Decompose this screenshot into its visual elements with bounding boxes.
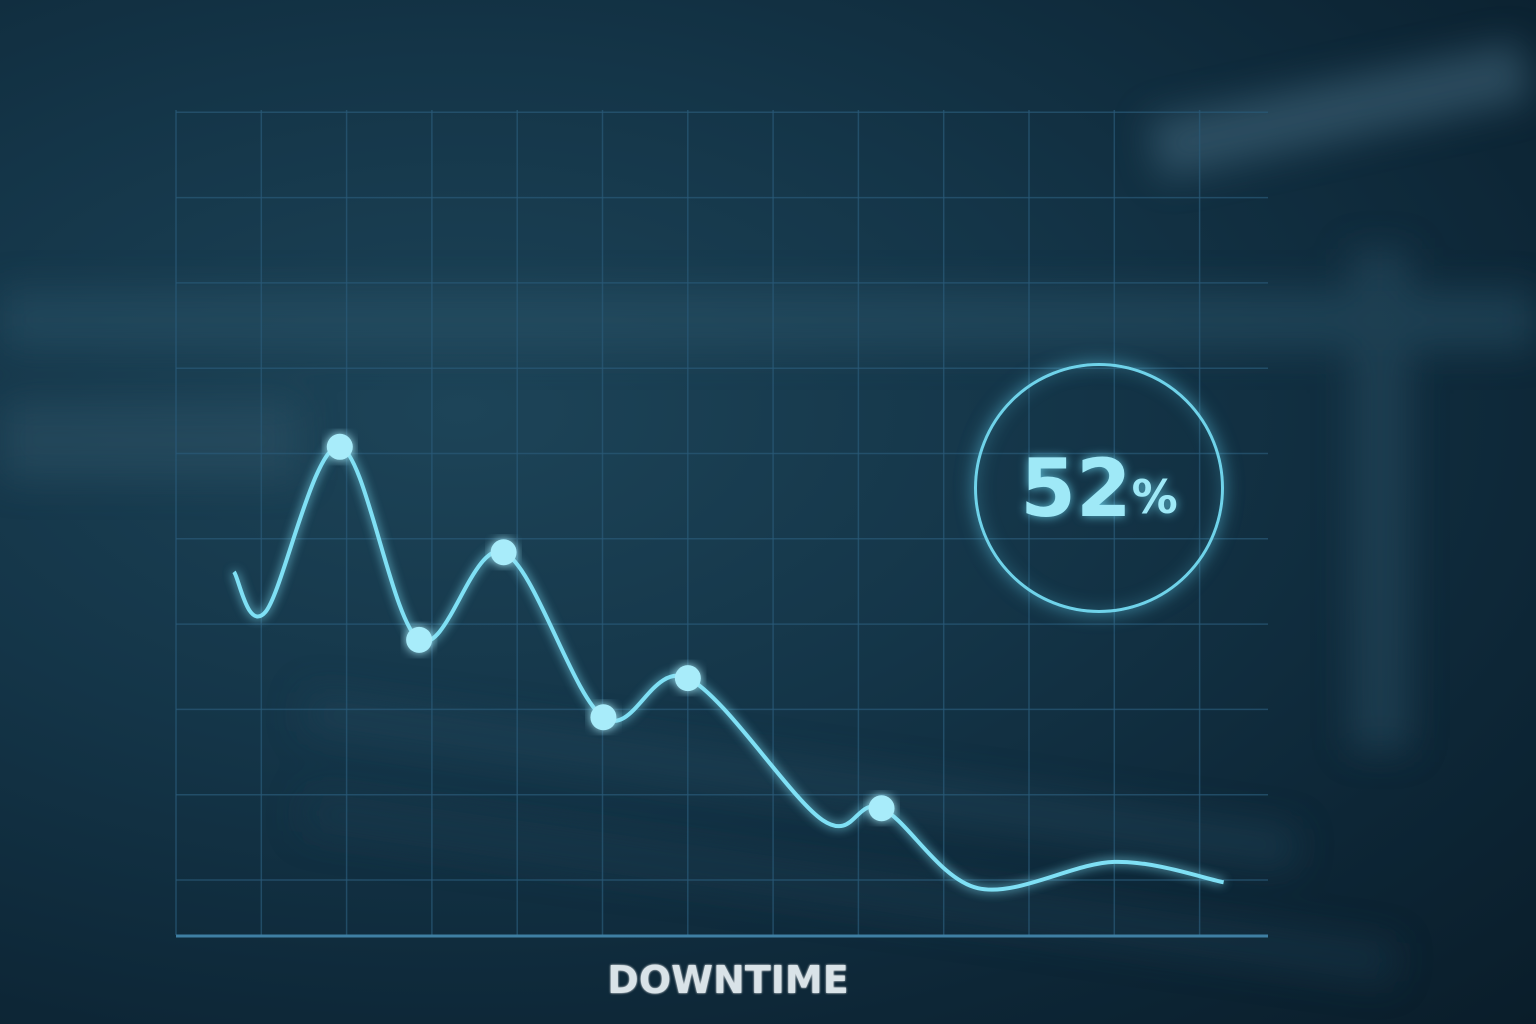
- data-point: [326, 433, 353, 460]
- x-axis-label: DOWNTIME: [607, 958, 849, 1002]
- data-point: [406, 626, 433, 653]
- data-point: [490, 539, 517, 566]
- data-point: [590, 704, 617, 731]
- data-point: [868, 795, 895, 822]
- percentage-badge: 52 %: [974, 363, 1224, 613]
- badge-unit: %: [1131, 470, 1178, 524]
- data-point: [674, 665, 701, 692]
- badge-value: 52: [1020, 441, 1132, 535]
